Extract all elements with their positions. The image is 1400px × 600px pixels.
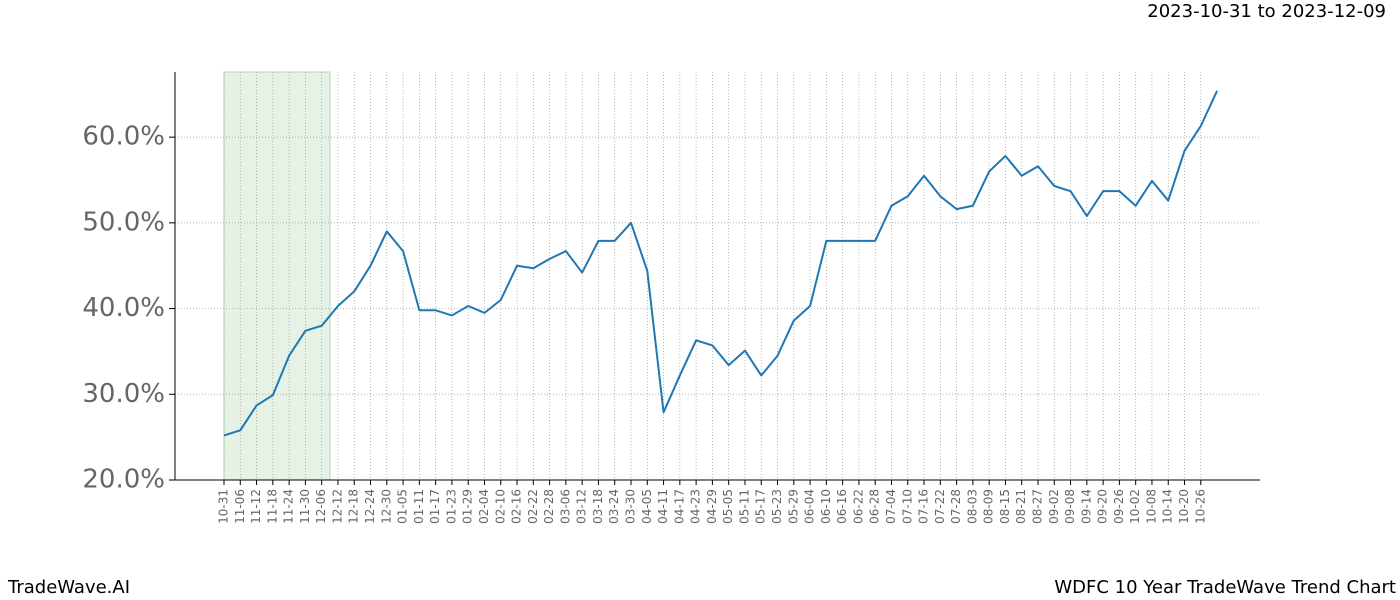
- x-tick-label: 04-23: [689, 489, 703, 524]
- x-tick-label: 11-06: [233, 489, 247, 524]
- x-tick-label: 06-16: [835, 489, 849, 524]
- x-tick-label: 10-26: [1193, 489, 1207, 524]
- x-tick-label: 04-17: [672, 489, 686, 524]
- x-tick-label: 03-30: [624, 489, 638, 524]
- x-tick-label: 10-02: [1128, 489, 1142, 524]
- x-tick-label: 12-18: [347, 489, 361, 524]
- x-tick-label: 03-06: [558, 489, 572, 524]
- x-tick-label: 08-15: [998, 489, 1012, 524]
- x-tick-label: 01-29: [461, 489, 475, 524]
- x-tick-label: 09-14: [1079, 489, 1093, 524]
- x-tick-label: 04-05: [640, 489, 654, 524]
- x-tick-label: 02-16: [510, 489, 524, 524]
- x-tick-label: 07-16: [917, 489, 931, 524]
- x-tick-label: 10-08: [1144, 489, 1158, 524]
- x-tick-label: 01-05: [396, 489, 410, 524]
- x-tick-label: 12-24: [363, 489, 377, 524]
- x-tick-label: 04-11: [656, 489, 670, 524]
- x-tick-label: 11-30: [298, 489, 312, 524]
- x-tick-label: 03-12: [575, 489, 589, 524]
- x-tick-label: 09-08: [1063, 489, 1077, 524]
- y-tick-label: 50.0%: [82, 207, 165, 237]
- x-tick-label: 08-21: [1014, 489, 1028, 524]
- y-tick-label: 20.0%: [82, 465, 165, 495]
- x-tick-label: 07-28: [949, 489, 963, 524]
- x-tick-label: 02-10: [493, 489, 507, 524]
- x-tick-label: 07-10: [900, 489, 914, 524]
- x-tick-label: 05-17: [754, 489, 768, 524]
- x-tick-label: 02-22: [526, 489, 540, 524]
- x-tick-label: 10-14: [1161, 489, 1175, 524]
- y-tick-label: 40.0%: [82, 293, 165, 323]
- x-tick-label: 08-09: [982, 489, 996, 524]
- chart-title: 2023-10-31 to 2023-12-09: [1147, 1, 1386, 22]
- x-tick-label: 07-22: [933, 489, 947, 524]
- x-tick-label: 09-20: [1096, 489, 1110, 524]
- x-tick-label: 05-23: [770, 489, 784, 524]
- x-tick-label: 10-20: [1177, 489, 1191, 524]
- x-tick-label: 05-29: [786, 489, 800, 524]
- x-tick-label: 12-12: [330, 489, 344, 524]
- x-tick-label: 01-11: [412, 489, 426, 524]
- brand: TradeWave.AI: [7, 577, 130, 598]
- x-tick-label: 11-24: [282, 489, 296, 524]
- x-tick-label: 02-04: [477, 489, 491, 524]
- x-tick-label: 09-02: [1047, 489, 1061, 524]
- x-tick-label: 03-24: [607, 489, 621, 524]
- caption: WDFC 10 Year TradeWave Trend Chart: [1054, 577, 1396, 598]
- highlight-range: [223, 71, 331, 481]
- x-tick-label: 06-28: [868, 489, 882, 524]
- x-tick-label: 06-10: [819, 489, 833, 524]
- x-tick-label: 12-30: [379, 489, 393, 524]
- x-tick-label: 01-23: [444, 489, 458, 524]
- x-tick-label: 06-04: [803, 489, 817, 524]
- x-tick-label: 08-27: [1031, 489, 1045, 524]
- x-tick-label: 08-03: [965, 489, 979, 524]
- x-tick-label: 11-12: [249, 489, 263, 524]
- x-tick-label: 05-11: [737, 489, 751, 524]
- x-tick-label: 06-22: [851, 489, 865, 524]
- x-tick-label: 12-06: [314, 489, 328, 524]
- price-line: [223, 90, 1218, 437]
- y-tick-label: 30.0%: [82, 379, 165, 409]
- x-tick-label: 09-26: [1112, 489, 1126, 524]
- y-tick-label: 60.0%: [82, 122, 165, 152]
- x-tick-label: 11-18: [265, 489, 279, 524]
- x-tick-label: 01-17: [428, 489, 442, 524]
- x-tick-label: 04-29: [705, 489, 719, 524]
- x-tick-label: 10-31: [217, 489, 231, 524]
- x-tick-label: 02-28: [542, 489, 556, 524]
- x-tick-label: 03-18: [591, 489, 605, 524]
- x-tick-label: 05-05: [721, 489, 735, 524]
- x-tick-label: 07-04: [884, 489, 898, 524]
